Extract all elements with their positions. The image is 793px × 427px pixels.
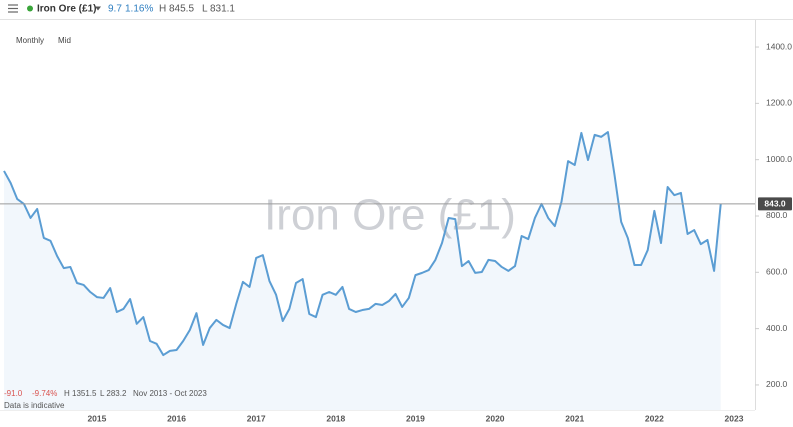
watermark: Iron Ore (£1) xyxy=(264,191,516,240)
current-price-label: 843.0 xyxy=(764,199,786,209)
header-high: H 845.5 xyxy=(159,4,194,15)
interval-option[interactable]: Monthly xyxy=(16,36,44,45)
y-tick-label: 1400.0 xyxy=(766,41,792,51)
menu-icon[interactable] xyxy=(8,4,18,13)
stats-low: L 283.2 xyxy=(100,389,127,398)
x-tick-label: 2020 xyxy=(486,413,505,423)
header-change-pct: 1.16% xyxy=(125,4,153,15)
area xyxy=(4,132,721,410)
header-change: 9.7 xyxy=(108,4,122,15)
stats-change-pct: -9.74% xyxy=(32,389,57,398)
x-tick-label: 2019 xyxy=(406,413,425,423)
price-type-option[interactable]: Mid xyxy=(58,36,71,45)
status-dot xyxy=(27,5,33,12)
instrument-title[interactable]: Iron Ore (£1) xyxy=(37,4,96,15)
x-tick-label: 2023 xyxy=(725,413,744,423)
price-line xyxy=(3,131,722,357)
y-tick-label: 400.0 xyxy=(766,323,788,333)
y-tick-label: 1200.0 xyxy=(766,98,792,108)
x-tick-label: 2018 xyxy=(326,413,345,423)
stats-range: Nov 2013 - Oct 2023 xyxy=(133,389,207,398)
y-tick-label: 600.0 xyxy=(766,267,788,277)
header-low: L 831.1 xyxy=(202,4,235,15)
y-tick-label: 800.0 xyxy=(766,210,788,220)
x-tick-label: 2021 xyxy=(565,413,584,423)
y-tick-label: 200.0 xyxy=(766,379,788,389)
dropdown-arrow[interactable] xyxy=(95,6,101,11)
stats-high: H 1351.5 xyxy=(64,389,97,398)
x-tick-label: 2017 xyxy=(247,413,266,423)
plot-area: Iron Ore (£1) xyxy=(3,131,722,410)
y-tick-label: 1000.0 xyxy=(766,154,792,164)
current-price-box xyxy=(758,197,792,211)
x-tick-label: 2015 xyxy=(87,413,106,423)
x-tick-label: 2022 xyxy=(645,413,664,423)
stats-change: -91.0 xyxy=(4,389,23,398)
stats-note: Data is indicative xyxy=(4,401,65,410)
x-tick-label: 2016 xyxy=(167,413,186,423)
